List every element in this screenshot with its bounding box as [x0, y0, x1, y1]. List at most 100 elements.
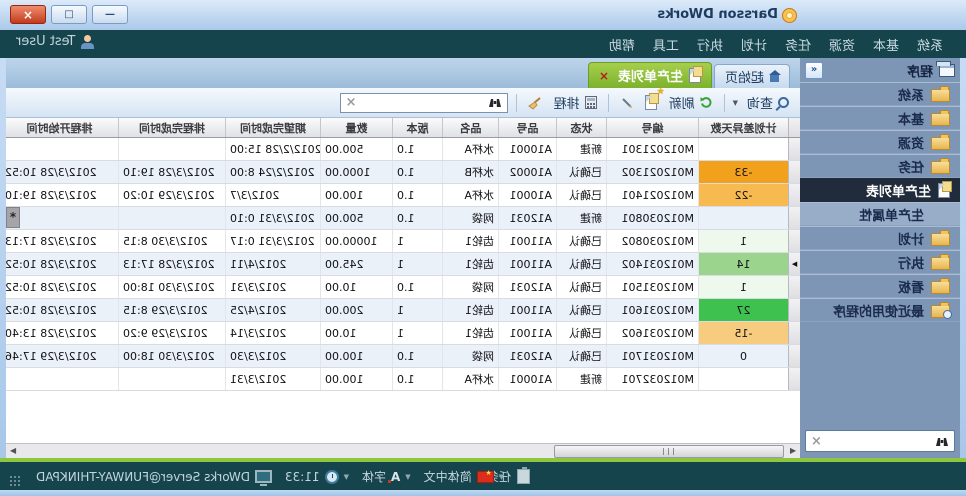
- column-header[interactable]: 品名: [442, 118, 498, 137]
- sidebar-collapse-button[interactable]: «: [805, 61, 823, 79]
- sidebar-search-clear-icon[interactable]: ×: [811, 433, 822, 449]
- window-border-left: [960, 58, 966, 490]
- refresh-button[interactable]: 刷新: [666, 91, 716, 114]
- cell-due: 2012/3/30: [225, 345, 320, 367]
- table-row[interactable]: M012032701 新建 A10001 水杯A 1.0 100.00 2012/3/31: [6, 368, 800, 391]
- column-header[interactable]: 排程完成时间: [118, 118, 225, 137]
- row-indicator: [788, 368, 800, 390]
- new-row-marker: *: [6, 207, 20, 228]
- toolbar: 查询 ▼ 刷新 ★: [6, 87, 800, 118]
- cell-ver: 1.0: [392, 368, 442, 390]
- menu-item[interactable]: 任务: [784, 38, 811, 54]
- status-font-item[interactable]: ▼ A 字体: [359, 468, 414, 485]
- maximize-button[interactable]: □: [51, 5, 87, 24]
- cell-due: 2012/4/11: [225, 253, 320, 275]
- column-header[interactable]: 数量: [320, 118, 392, 137]
- sidebar-item[interactable]: 最近使用的程序: [800, 298, 960, 322]
- new-record-button[interactable]: ★: [642, 87, 665, 112]
- table-row[interactable]: 1 M012030802 已确认 A11001 齿轮1 1 10000.00 2012/3/3…: [6, 230, 800, 253]
- row-indicator: [788, 322, 800, 344]
- table-row[interactable]: -33 M012021302 已确认 A10002 水杯B 1.0 1000.00 2012/…: [6, 161, 800, 184]
- cell-qty: 100.00: [320, 368, 392, 390]
- sidebar-item[interactable]: 系统: [800, 82, 960, 106]
- cell-name: 齿轮1: [442, 253, 498, 275]
- cell-ver: 1.0: [392, 184, 442, 206]
- query-button[interactable]: 查询: [744, 91, 792, 114]
- table-row[interactable]: ▶ 14 M012031402 已确认 A11001 齿轮1 1 245.00 2012/4/1…: [6, 253, 800, 276]
- row-indicator: [788, 138, 800, 160]
- cell-item: A10001: [498, 184, 556, 206]
- scroll-right-arrow[interactable]: ▶: [9, 446, 17, 455]
- toolbar-separator: [515, 93, 517, 112]
- toolbar-search-input[interactable]: [361, 95, 483, 110]
- folder-icon: [931, 113, 950, 126]
- tab-close-icon[interactable]: ×: [598, 68, 609, 83]
- grid-indicator-header: [788, 118, 800, 137]
- table-row[interactable]: 0 M012031701 已确认 A12031 网袋 1.0 100.00 2012/3/30…: [6, 345, 800, 368]
- sidebar-item[interactable]: 生产单属性: [800, 202, 960, 226]
- status-language-item[interactable]: ▼ 简体中文: [421, 468, 507, 485]
- menu-item[interactable]: 帮助: [608, 38, 635, 54]
- close-button[interactable]: ×: [10, 5, 46, 24]
- scroll-left-arrow[interactable]: ◀: [789, 446, 797, 455]
- sidebar-item[interactable]: 执行: [800, 250, 960, 274]
- column-header[interactable]: 期望完成时间: [225, 118, 320, 137]
- column-header[interactable]: 编号: [606, 118, 698, 137]
- sidebar-item[interactable]: 任务: [800, 154, 960, 178]
- column-header[interactable]: 品号: [498, 118, 556, 137]
- cell-due: 2012/3/31: [225, 276, 320, 298]
- table-row[interactable]: -15 M012031602 已确认 A11001 齿轮1 1 10.00 2012/3/14…: [6, 322, 800, 345]
- sidebar-search-input[interactable]: [826, 434, 930, 448]
- table-row[interactable]: 1 M012031501 已确认 A12031 网袋 1.0 10.00 2012/3/31 2…: [6, 276, 800, 299]
- menu-item[interactable]: 基本: [872, 38, 899, 54]
- cell-item: A11001: [498, 299, 556, 321]
- schedule-button-label: 排程: [553, 97, 580, 112]
- sidebar-item[interactable]: 看板: [800, 274, 960, 298]
- cell-no: M012031501: [606, 276, 698, 298]
- row-indicator: [788, 276, 800, 298]
- cell-sched_end: [118, 207, 225, 229]
- sidebar-item[interactable]: 基本: [800, 106, 960, 130]
- menu-item[interactable]: 工具: [652, 38, 679, 54]
- cell-status: 已确认: [556, 345, 606, 367]
- clean-button[interactable]: [525, 94, 545, 112]
- edit-button[interactable]: [617, 94, 636, 111]
- cell-due: 2012/3/14: [225, 322, 320, 344]
- tab-start-page[interactable]: 起始页: [713, 64, 790, 88]
- sidebar-item[interactable]: 资源: [800, 130, 960, 154]
- table-row[interactable]: 27 M012031601 已确认 A11001 齿轮1 1 200.00 2012/4/25…: [6, 299, 800, 322]
- table-row[interactable]: -22 M012021401 已确认 A10001 水杯A 1.0 100.00 2012/3…: [6, 184, 800, 207]
- font-dropdown-icon: ▼: [405, 472, 411, 481]
- query-dropdown-icon[interactable]: ▼: [732, 98, 738, 107]
- menu-item[interactable]: 执行: [696, 38, 723, 54]
- table-row[interactable]: M012021301 新建 A10001 水杯A 1.0 500.00 2012/2/28 …: [6, 138, 800, 161]
- scrollbar-thumb[interactable]: [554, 445, 784, 458]
- tab-production-order-list[interactable]: 生产单列表 ×: [587, 62, 712, 88]
- toolbar-search-clear-icon[interactable]: ×: [345, 95, 357, 110]
- sidebar-item-label: 系统: [897, 88, 924, 104]
- cell-sched_end: 2012/3/29 8:15: [118, 299, 225, 321]
- status-time-item[interactable]: ▼ 11:33: [282, 469, 352, 484]
- column-header[interactable]: 版本: [392, 118, 442, 137]
- cell-sched_start: [6, 138, 118, 160]
- column-header[interactable]: 计划差异天数: [698, 118, 788, 137]
- schedule-button[interactable]: 排程: [551, 91, 600, 114]
- cell-item: A12031: [498, 207, 556, 229]
- menu-item[interactable]: 资源: [828, 38, 855, 54]
- sidebar-item[interactable]: 计划: [800, 226, 960, 250]
- table-row[interactable]: M012030801 新建 A12031 网袋 1.0 500.00 2012/3/31 0…: [6, 207, 800, 230]
- menu-item[interactable]: 系统: [916, 38, 943, 54]
- cell-ver: 1.0: [392, 138, 442, 160]
- column-header[interactable]: 状态: [556, 118, 606, 137]
- minimize-button[interactable]: —: [92, 5, 128, 24]
- sidebar-item[interactable]: 生产单列表: [800, 178, 960, 202]
- column-header[interactable]: 排程开始时间: [6, 118, 118, 137]
- cell-sched_start: 2012/3/28 19:10: [6, 184, 118, 206]
- menu-item[interactable]: 计划: [740, 38, 767, 54]
- cell-sched_end: 2012/3/28 17:13: [118, 253, 225, 275]
- cell-status: 已确认: [556, 253, 606, 275]
- cell-days: -15: [698, 322, 788, 344]
- cell-sched_end: [118, 368, 225, 390]
- sidebar-item-label: 最近使用的程序: [832, 304, 924, 320]
- binoculars-icon: [488, 97, 502, 108]
